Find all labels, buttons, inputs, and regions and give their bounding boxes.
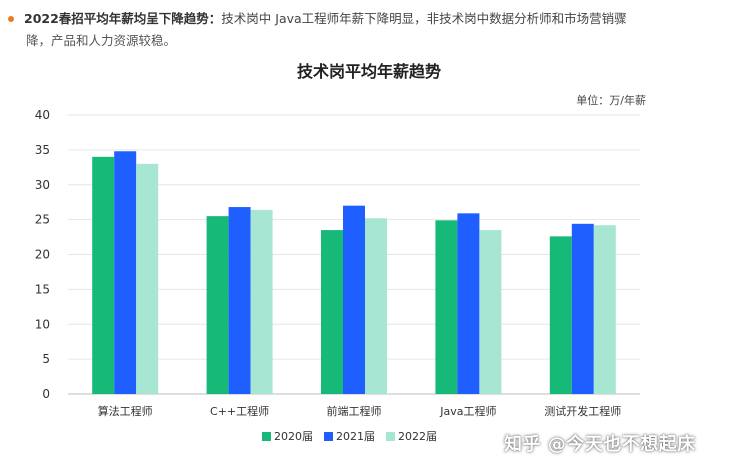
intro-line-2: 降，产品和人力资源较稳。 xyxy=(26,33,177,48)
y-tick-label: 25 xyxy=(35,213,50,227)
x-category-label: C++工程师 xyxy=(210,405,269,418)
y-tick-label: 35 xyxy=(35,143,50,157)
bar-2022届 xyxy=(250,209,273,394)
x-category-label: 前端工程师 xyxy=(327,404,382,418)
bar-2021届 xyxy=(457,213,480,394)
bar-2022届 xyxy=(136,163,159,394)
bar-2022届 xyxy=(479,230,502,394)
legend-label: 2020届 xyxy=(274,430,313,443)
bullet-dot-icon xyxy=(8,15,14,22)
y-tick-label: 10 xyxy=(35,317,50,331)
x-category-label: 测试开发工程师 xyxy=(544,404,621,418)
bar-2020届 xyxy=(435,220,458,394)
bar-2022届 xyxy=(593,225,616,394)
legend-swatch xyxy=(386,432,395,441)
bar-2020届 xyxy=(206,216,229,394)
y-tick-label: 5 xyxy=(42,352,50,366)
intro-text-line-1: 技术岗中 Java工程师年薪下降明显，非技术岗中数据分析师和市场营销骤 xyxy=(221,11,627,26)
bar-2021届 xyxy=(343,205,365,394)
watermark-credit: 知乎 @今天也不想起床 xyxy=(504,434,696,455)
legend-swatch xyxy=(262,432,271,441)
bar-2021届 xyxy=(228,207,251,394)
y-tick-label: 0 xyxy=(42,387,50,401)
bar-2021届 xyxy=(114,151,137,394)
bar-2020届 xyxy=(549,236,572,394)
intro-text: 2022春招平均年薪均呈下降趋势：技术岗中 Java工程师年薪下降明显，非技术岗… xyxy=(8,8,720,52)
bar-2020届 xyxy=(321,230,343,394)
y-tick-label: 30 xyxy=(35,178,50,192)
x-category-label: Java工程师 xyxy=(439,405,496,418)
y-tick-label: 40 xyxy=(35,108,50,122)
y-tick-label: 15 xyxy=(35,282,50,296)
legend-label: 2021届 xyxy=(336,430,375,443)
intro-heading: 2022春招平均年薪均呈下降趋势： xyxy=(24,11,222,26)
bar-2020届 xyxy=(92,156,115,394)
y-tick-label: 20 xyxy=(35,248,50,262)
unit-label: 单位：万/年薪 xyxy=(576,94,646,107)
legend-label: 2022届 xyxy=(398,430,437,443)
x-category-label: 算法工程师 xyxy=(98,404,153,418)
bar-2022届 xyxy=(365,218,387,394)
bar-2021届 xyxy=(571,223,594,394)
legend-swatch xyxy=(324,432,333,441)
chart-title: 技术岗平均年薪趋势 xyxy=(296,62,441,81)
intro-line-1: 2022春招平均年薪均呈下降趋势：技术岗中 Java工程师年薪下降明显，非技术岗… xyxy=(8,8,720,30)
